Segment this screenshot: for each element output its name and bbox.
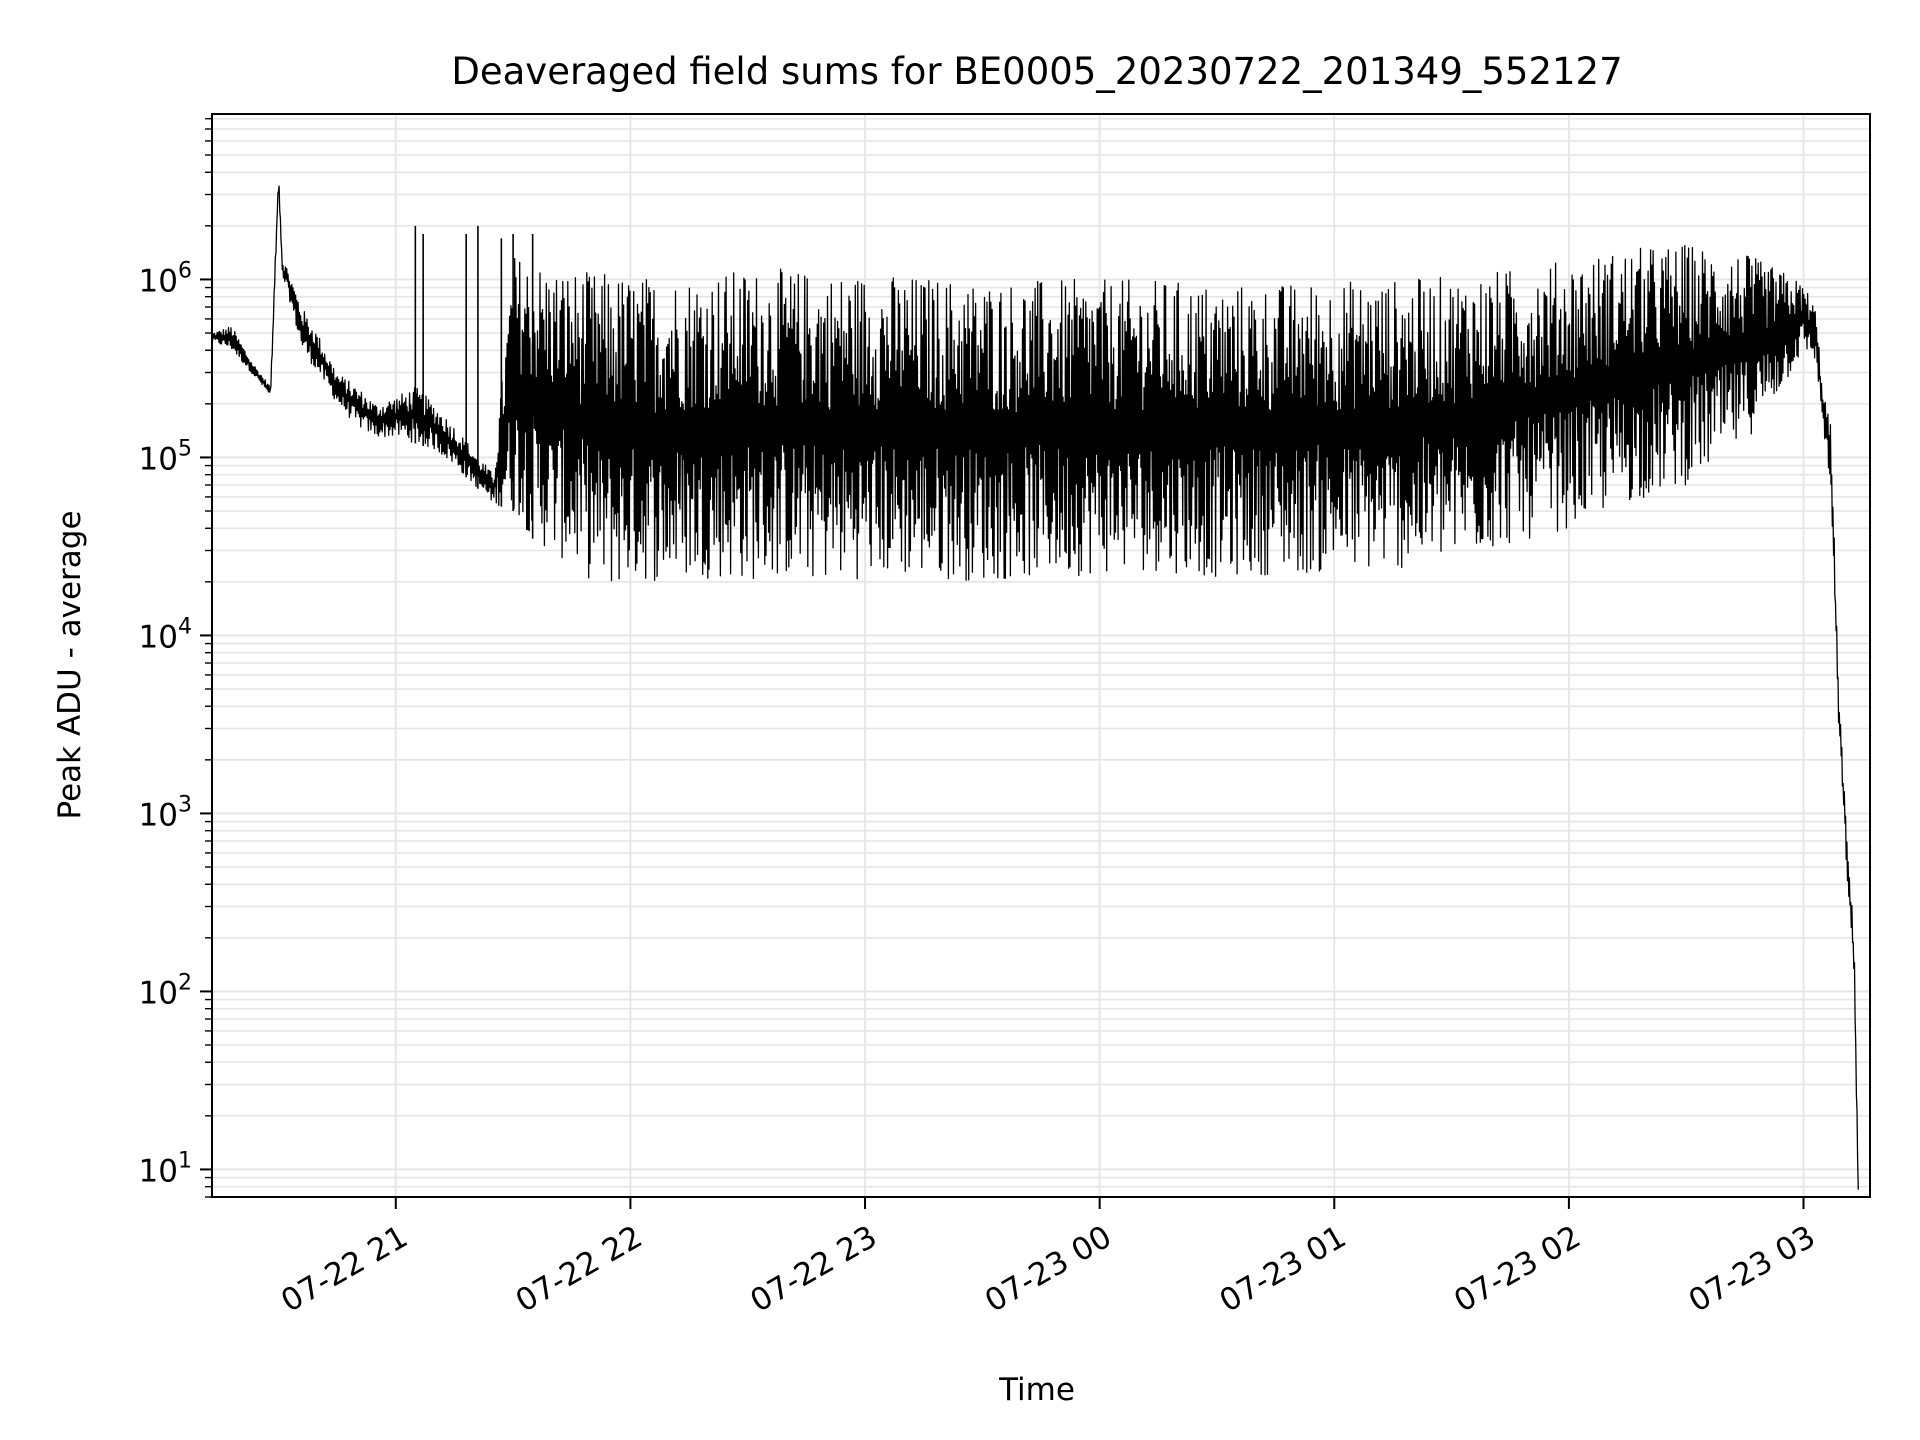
chart-title: Deaveraged field sums for BE0005_2023072… xyxy=(451,50,1622,93)
y-tick-label: 105 xyxy=(139,436,192,477)
y-tick-label: 106 xyxy=(139,258,192,299)
y-axis: 101 102 103 104 105 106 xyxy=(139,117,212,1198)
y-tick-label: 101 xyxy=(139,1148,192,1189)
y-tick-label: 104 xyxy=(139,614,192,655)
series-line xyxy=(211,185,1859,1190)
y-axis-label: Peak ADU - average xyxy=(52,510,88,819)
series-layer xyxy=(211,185,1859,1190)
plot-frame xyxy=(211,113,1871,1198)
y-tick-label: 103 xyxy=(139,792,192,833)
y-tick-label: 102 xyxy=(139,970,192,1011)
x-axis-label: Time xyxy=(998,1372,1075,1408)
